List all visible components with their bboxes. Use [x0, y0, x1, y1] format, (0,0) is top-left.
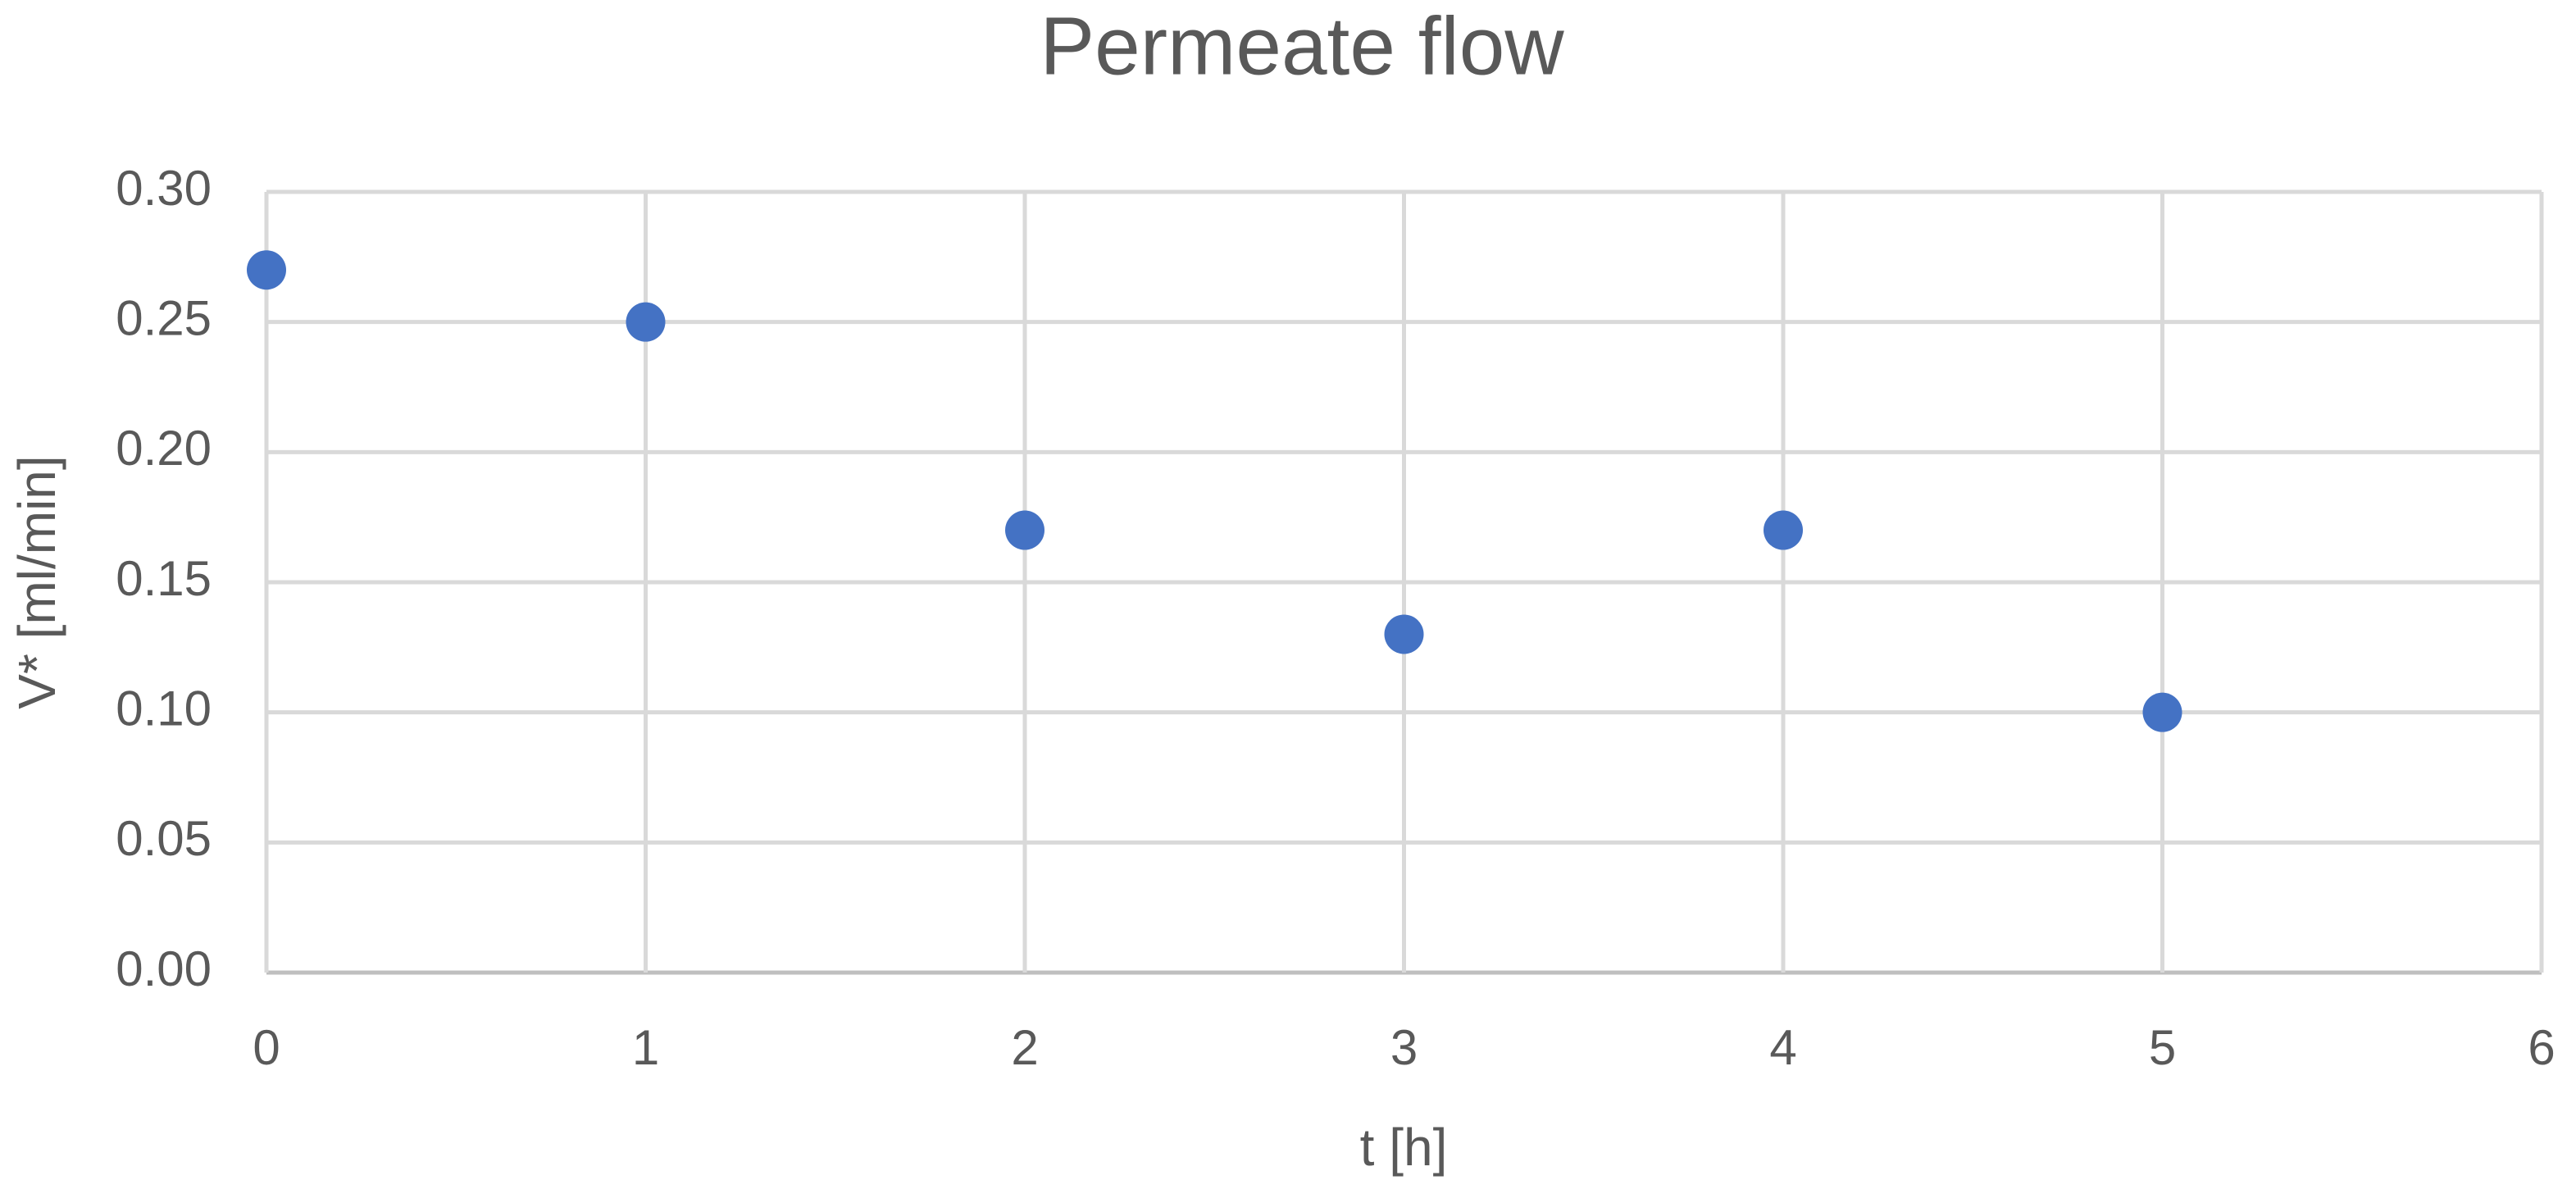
data-point [1384, 614, 1424, 654]
x-tick-label: 4 [1769, 1020, 1796, 1075]
x-tick-label: 5 [2149, 1020, 2176, 1075]
y-tick-label: 0.05 [116, 811, 212, 866]
data-point [1764, 510, 1803, 550]
plot-area [247, 250, 2182, 732]
x-tick-label: 6 [2528, 1020, 2555, 1075]
data-point [2142, 692, 2182, 732]
y-axis-title: V* [ml/min] [7, 455, 66, 709]
y-tick-label: 0.10 [116, 681, 212, 736]
y-tick-label: 0.30 [116, 161, 212, 216]
data-point [626, 302, 666, 342]
x-axis-title: t [h] [1360, 1118, 1448, 1177]
x-tick-label: 0 [253, 1020, 280, 1075]
y-tick-label: 0.15 [116, 551, 212, 606]
grid: 0.00 0.05 0.10 0.15 0.20 0.25 0.30 0 1 2 3 4 5 6 [116, 161, 2555, 1075]
x-tick-label: 3 [1390, 1020, 1418, 1075]
y-tick-label: 0.20 [116, 421, 212, 476]
x-tick-label: 1 [632, 1020, 659, 1075]
y-tick-label: 0.00 [116, 941, 212, 996]
x-tick-label: 2 [1011, 1020, 1038, 1075]
data-point [1005, 510, 1045, 550]
data-point [247, 250, 286, 290]
y-tick-label: 0.25 [116, 291, 212, 346]
chart-title: Permeate flow [1040, 0, 1564, 92]
